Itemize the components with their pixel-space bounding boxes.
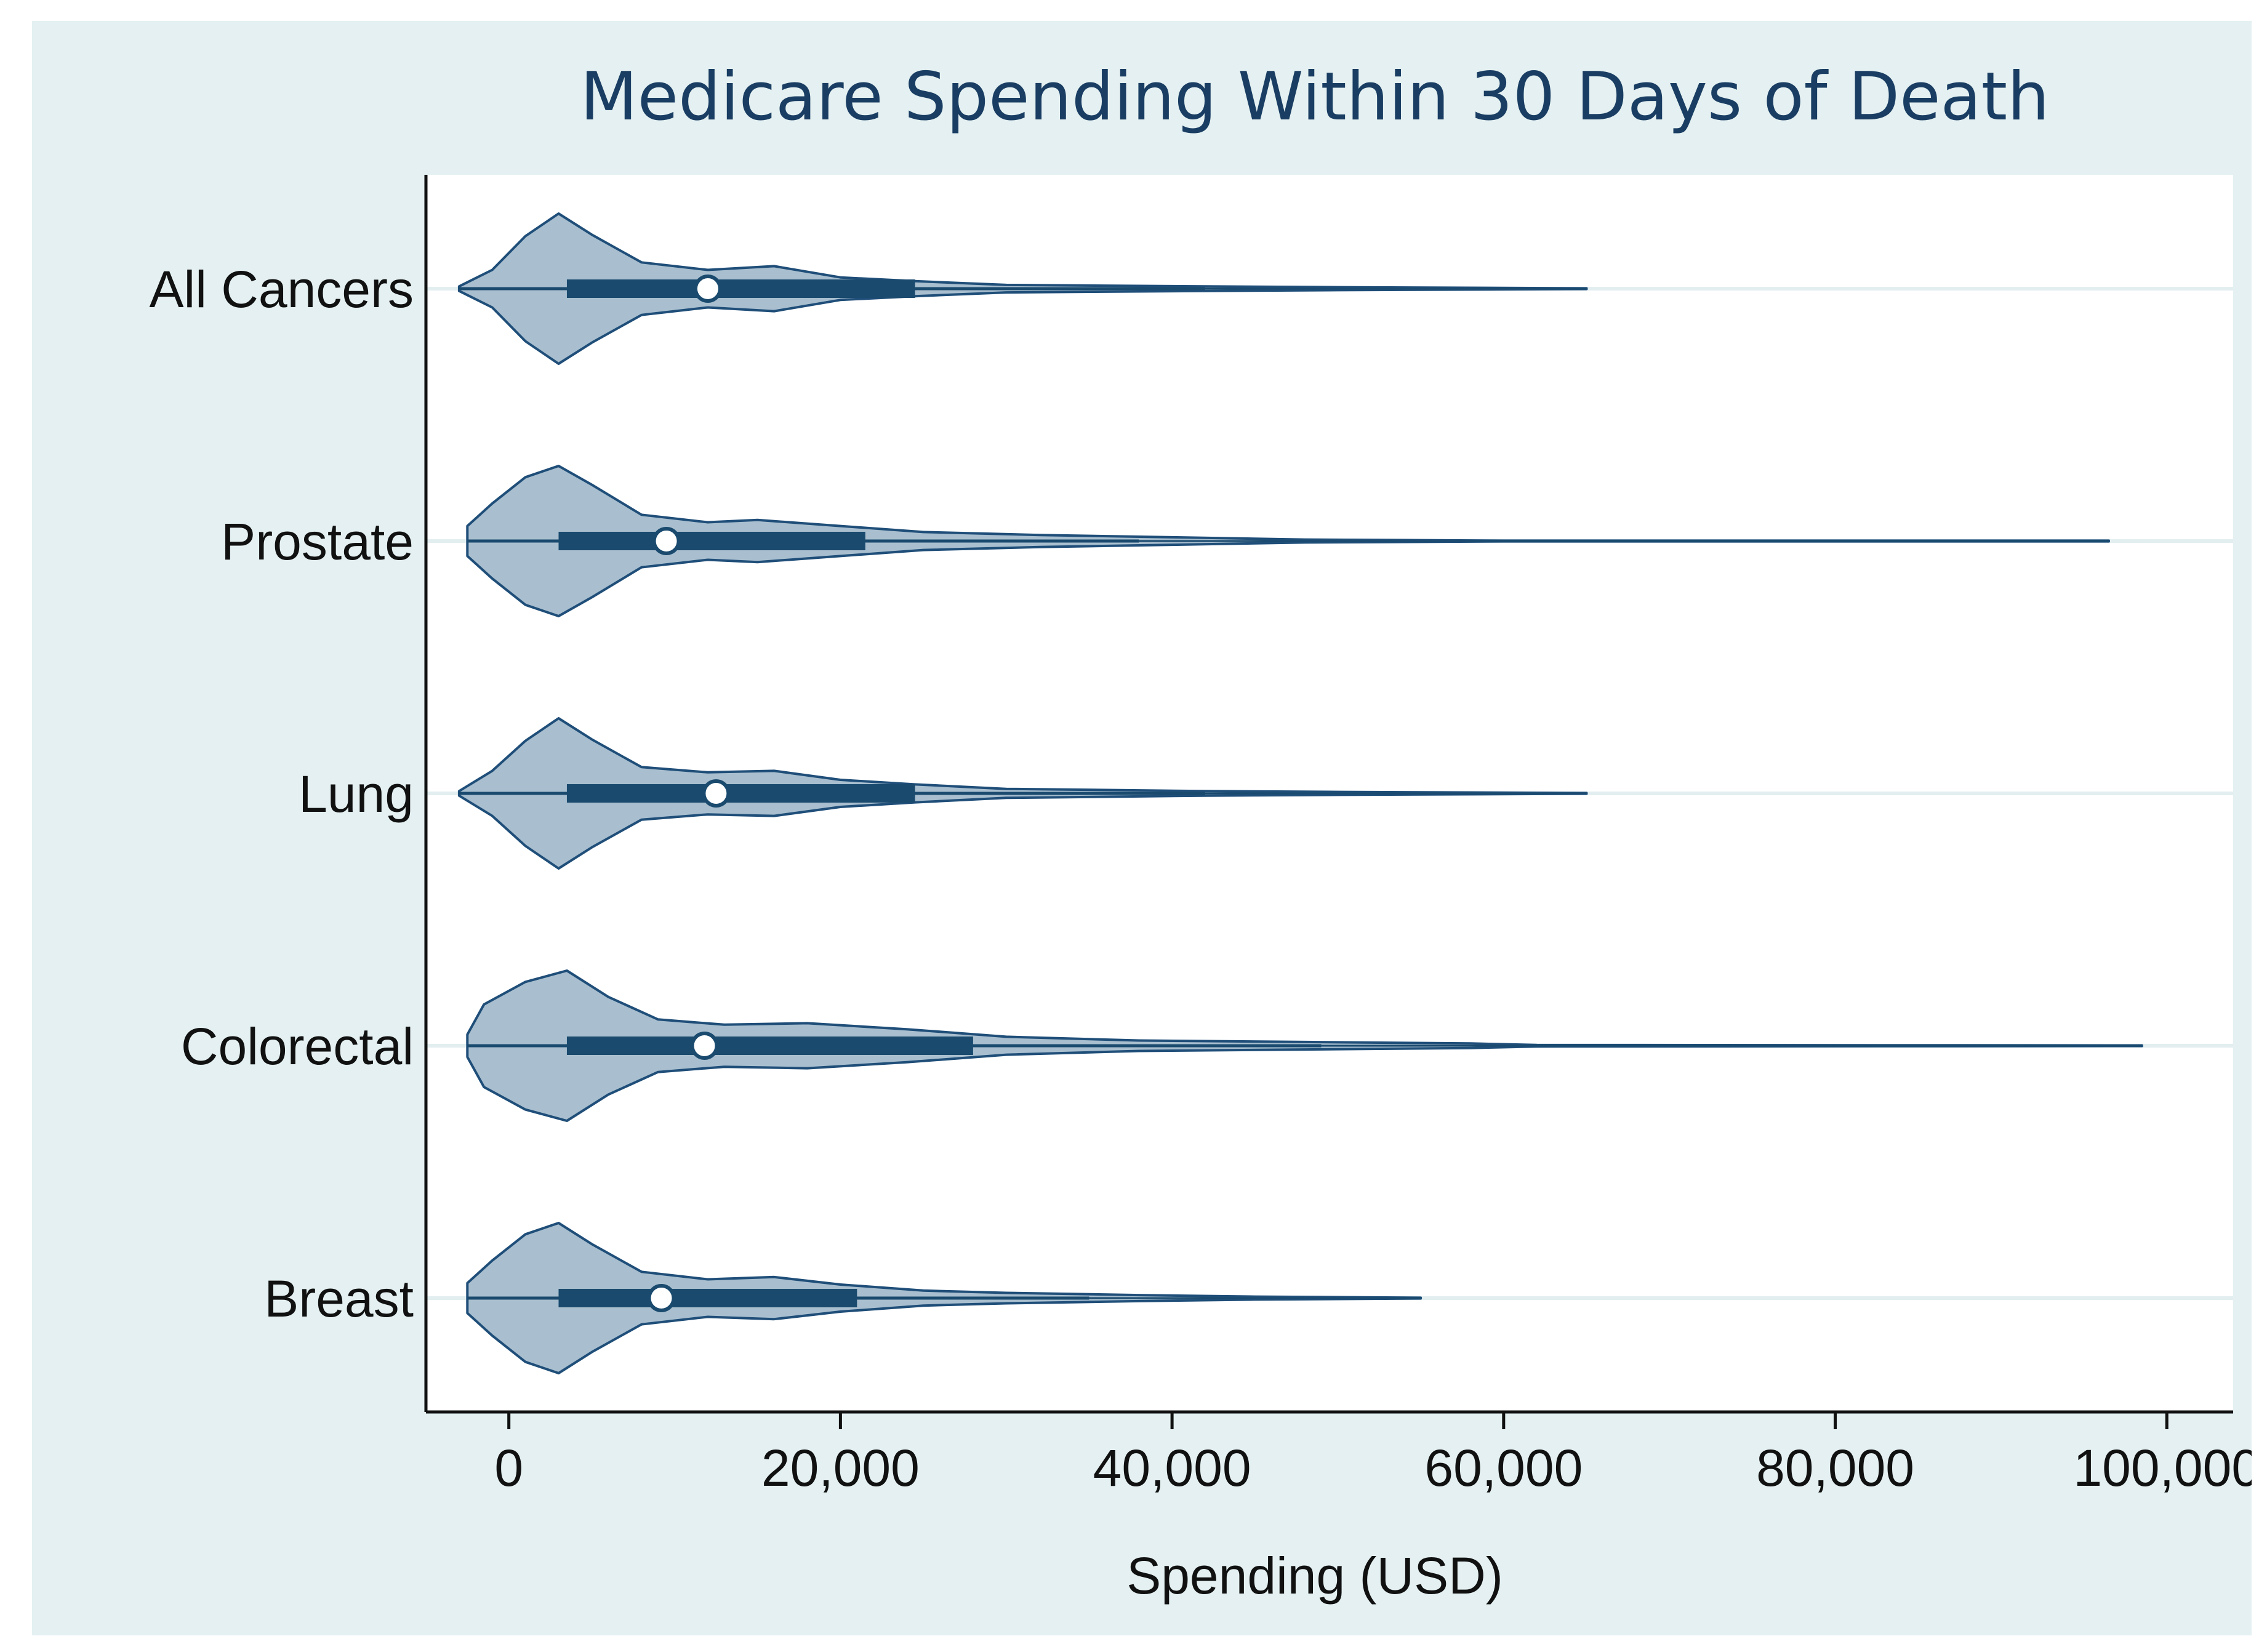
median-marker xyxy=(702,779,731,808)
category-label: Colorectal xyxy=(181,1017,414,1075)
category-labels: All Cancers Prostate Lung Colorectal Breast xyxy=(150,260,414,1328)
axes xyxy=(424,175,2233,1414)
x-tick-label: 40,000 xyxy=(1093,1439,1251,1497)
category-label: Breast xyxy=(264,1270,414,1328)
median-marker xyxy=(652,527,681,555)
x-tick-label: 20,000 xyxy=(761,1439,920,1497)
median-marker xyxy=(693,275,722,303)
median-marker xyxy=(647,1284,676,1312)
x-axis-title: Spending (USD) xyxy=(1126,1547,1503,1605)
violin-chart: Medicare Spending Within 30 Days of Deat… xyxy=(150,58,2252,1605)
iqr-box xyxy=(566,279,915,298)
category-label: All Cancers xyxy=(150,260,414,318)
x-tick-label: 100,000 xyxy=(2073,1439,2252,1497)
category-label: Prostate xyxy=(221,513,414,571)
median-marker xyxy=(690,1032,719,1060)
iqr-box xyxy=(558,532,865,550)
violins xyxy=(457,212,2143,1374)
iqr-box xyxy=(558,1289,857,1307)
iqr-box xyxy=(566,1037,973,1055)
chart-frame: Medicare Spending Within 30 Days of Deat… xyxy=(32,21,2252,1635)
x-tick-label: 80,000 xyxy=(1756,1439,1914,1497)
x-tick-label: 0 xyxy=(494,1439,523,1497)
category-label: Lung xyxy=(299,765,414,823)
x-ticks: 0 20,000 40,000 60,000 80,000 100,000 xyxy=(494,1412,2252,1497)
x-tick-label: 60,000 xyxy=(1424,1439,1583,1497)
iqr-box xyxy=(566,784,915,803)
chart-title: Medicare Spending Within 30 Days of Deat… xyxy=(580,58,2049,135)
